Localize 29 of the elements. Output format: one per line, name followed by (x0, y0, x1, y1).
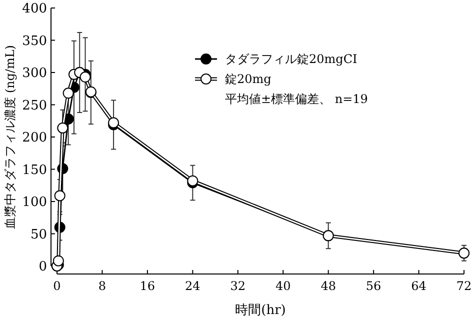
point (54, 190, 66, 202)
x-tick-label: 16 (140, 279, 156, 293)
y-tick-label: 350 (22, 34, 47, 49)
point (52, 255, 64, 266)
y-tick-label: 200 (22, 130, 47, 146)
y-axis-title: 血漿中タダラフィル濃度 (ng/mL) (3, 45, 17, 229)
legend-label: タダラフィル錠20mgCI (225, 52, 358, 66)
x-tick-label: 0 (53, 279, 61, 293)
x-axis-title: 時間(hr) (235, 303, 286, 318)
legend-label: 錠20mg (225, 72, 272, 86)
x-tick-label: 72 (456, 279, 472, 293)
y-tick-label: 300 (22, 66, 47, 82)
x-tick-label: 48 (320, 279, 336, 293)
x-tick-label: 40 (275, 279, 291, 293)
y-tick-label: 100 (22, 195, 47, 210)
x-tick-label: 64 (411, 279, 427, 293)
x-tick-label: 8 (98, 279, 106, 293)
point (62, 88, 74, 99)
y-tick-label: 250 (22, 98, 47, 114)
y-tick-label: 0 (38, 260, 47, 275)
x-tick-label: 24 (185, 279, 201, 293)
point (80, 72, 91, 83)
annotation: 平均値±標準偏差、 n=19 (225, 92, 368, 106)
x-tick-label: 32 (230, 279, 246, 293)
x-tick-label: 56 (366, 279, 382, 293)
point (57, 122, 68, 134)
y-tick-label: 50 (30, 227, 47, 242)
y-tick-label: 150 (22, 162, 47, 178)
y-tick-label: 400 (22, 2, 47, 17)
